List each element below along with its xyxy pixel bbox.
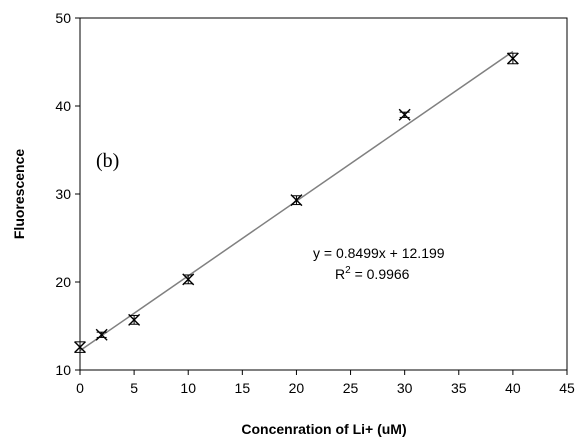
y-tick-label: 20 bbox=[55, 274, 71, 290]
x-marker bbox=[95, 328, 108, 341]
x-tick-label: 20 bbox=[289, 380, 305, 396]
x-marker bbox=[290, 194, 303, 207]
x-tick-label: 0 bbox=[76, 380, 84, 396]
data-point bbox=[182, 273, 195, 286]
x-tick-label: 35 bbox=[451, 380, 467, 396]
x-marker bbox=[398, 108, 411, 121]
x-tick-label: 15 bbox=[235, 380, 251, 396]
x-marker bbox=[506, 52, 519, 65]
x-tick-label: 45 bbox=[559, 380, 575, 396]
y-tick-label: 50 bbox=[55, 10, 71, 26]
data-point bbox=[95, 328, 108, 341]
data-point bbox=[290, 194, 303, 207]
points-layer bbox=[74, 52, 519, 354]
data-point bbox=[506, 52, 519, 65]
x-tick-label: 40 bbox=[505, 380, 521, 396]
x-marker bbox=[182, 273, 195, 286]
axes-layer: 0 5 10 15 20 25 30 35 40 45 10 20 30 40 50 bbox=[55, 10, 575, 396]
panel-label: (b) bbox=[96, 150, 119, 172]
y-axis-title: Fluorescence bbox=[11, 149, 27, 239]
data-point bbox=[128, 313, 141, 326]
x-tick-label: 5 bbox=[130, 380, 138, 396]
y-tick-label: 30 bbox=[55, 186, 71, 202]
x-marker bbox=[128, 313, 141, 326]
x-tick-label: 10 bbox=[180, 380, 196, 396]
y-tick-label: 10 bbox=[55, 362, 71, 378]
x-tick-label: 25 bbox=[343, 380, 359, 396]
x-axis-title: Concenration of Li+ (uM) bbox=[241, 421, 406, 437]
y-tick-label: 40 bbox=[55, 98, 71, 114]
trendline-equation: y = 0.8499x + 12.199 bbox=[313, 245, 445, 261]
plot-frame bbox=[79, 17, 568, 371]
data-point bbox=[398, 108, 411, 121]
x-tick-label: 30 bbox=[397, 380, 413, 396]
trendline-r2: R2 = 0.9966 bbox=[335, 265, 410, 282]
